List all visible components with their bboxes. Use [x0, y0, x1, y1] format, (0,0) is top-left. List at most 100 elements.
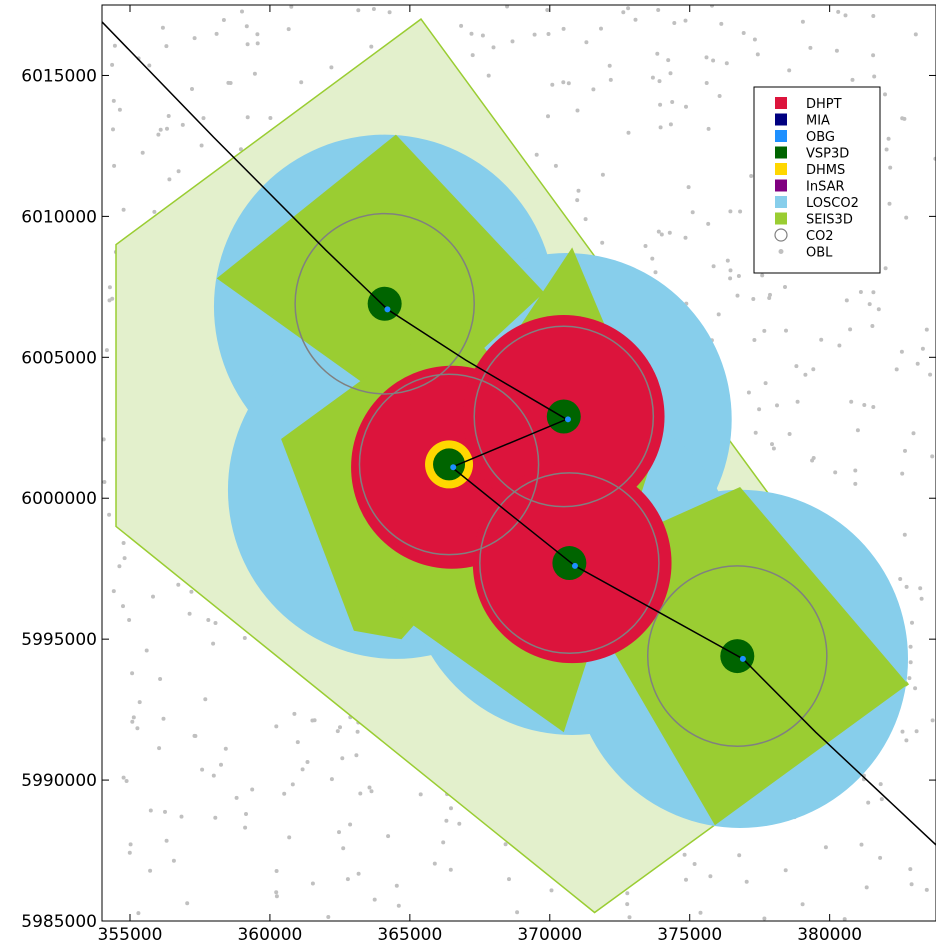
- obl-point: [486, 73, 491, 78]
- obl-point: [372, 897, 377, 902]
- obl-point: [561, 80, 566, 85]
- obl-point: [803, 372, 808, 377]
- obl-point: [744, 879, 749, 884]
- vsp3d-marker: [546, 399, 581, 434]
- obl-point: [871, 14, 876, 18]
- obl-point: [274, 869, 279, 873]
- obl-point: [156, 132, 161, 137]
- obl-point: [243, 825, 248, 830]
- obl-point: [394, 883, 399, 888]
- obl-point: [432, 861, 437, 866]
- obl-point: [341, 846, 346, 851]
- y-tick-label: 6010000: [21, 207, 97, 227]
- x-tick-label: 365000: [377, 925, 442, 942]
- obl-point: [591, 87, 596, 92]
- x-tick-label: 380000: [797, 925, 862, 942]
- obl-point: [706, 221, 711, 226]
- obl-point: [295, 740, 300, 745]
- obg-point: [564, 416, 571, 423]
- obl-point: [553, 163, 558, 168]
- obl-point: [345, 877, 350, 882]
- obl-point: [549, 888, 554, 893]
- obl-point: [121, 775, 126, 780]
- obl-point: [599, 26, 603, 31]
- obl-point: [650, 75, 655, 80]
- obl-point: [643, 244, 648, 248]
- obg-points: [384, 306, 746, 662]
- obl-point: [915, 361, 920, 366]
- obl-point: [600, 172, 605, 177]
- obl-point: [575, 198, 580, 203]
- obl-point: [238, 147, 243, 152]
- obl-point: [783, 868, 788, 873]
- obl-point: [157, 746, 162, 751]
- obl-point: [121, 541, 126, 545]
- obl-point: [532, 32, 537, 37]
- obl-point: [469, 31, 474, 36]
- obl-point: [136, 911, 141, 916]
- obl-point: [716, 312, 721, 317]
- obl-point: [621, 10, 626, 15]
- obl-point: [913, 32, 918, 37]
- obl-point: [724, 61, 729, 66]
- obg-point: [571, 562, 578, 569]
- legend-swatch: [775, 113, 787, 126]
- obl-point: [326, 915, 331, 919]
- obl-point: [355, 729, 360, 734]
- obl-point: [189, 589, 194, 594]
- obl-point: [684, 104, 688, 109]
- obl-point: [883, 266, 888, 271]
- obl-point: [683, 18, 688, 23]
- obl-point: [767, 296, 772, 300]
- obl-point: [201, 116, 206, 121]
- obl-point: [738, 209, 743, 214]
- legend-label: CO2: [806, 229, 834, 244]
- obl-point: [706, 126, 711, 131]
- obl-point: [728, 209, 733, 214]
- obl-point: [908, 867, 913, 872]
- obl-point: [111, 98, 116, 103]
- obl-point: [158, 677, 163, 681]
- obl-point: [659, 232, 664, 237]
- obl-point: [338, 725, 342, 730]
- obl-point: [147, 63, 152, 68]
- obl-point: [627, 915, 632, 920]
- obl-point: [111, 127, 115, 132]
- obl-point: [898, 577, 903, 581]
- x-tick-label: 370000: [517, 925, 582, 942]
- legend-swatch: [775, 196, 787, 208]
- obl-point: [310, 881, 315, 886]
- obl-point: [203, 697, 208, 702]
- obl-point: [130, 671, 135, 676]
- obl-point: [757, 407, 762, 412]
- obl-point: [459, 23, 464, 28]
- obl-point: [899, 349, 904, 354]
- obl-point: [904, 738, 909, 743]
- legend-swatch: [775, 212, 787, 225]
- obl-point: [903, 448, 907, 453]
- obl-point: [110, 296, 115, 301]
- obl-point: [127, 618, 132, 622]
- obl-point: [163, 809, 167, 814]
- obl-point: [192, 36, 197, 41]
- obl-point: [121, 207, 126, 212]
- obl-point: [104, 348, 109, 353]
- obl-point: [843, 13, 848, 18]
- obl-point: [286, 27, 291, 32]
- co2-circle: [294, 212, 475, 395]
- obl-point: [510, 39, 515, 44]
- obl-point: [686, 185, 691, 190]
- obl-point: [441, 840, 446, 845]
- obl-point: [762, 328, 767, 333]
- obl-point: [255, 32, 260, 37]
- obl-point: [657, 79, 662, 84]
- legend-label: InSAR: [806, 180, 845, 195]
- obl-point: [348, 822, 353, 827]
- obl-point: [711, 58, 716, 63]
- obl-point: [800, 19, 805, 24]
- obl-point: [289, 5, 294, 9]
- obl-point: [884, 147, 889, 152]
- obl-point: [633, 17, 638, 22]
- obl-point: [907, 676, 912, 681]
- obl-point: [930, 718, 935, 723]
